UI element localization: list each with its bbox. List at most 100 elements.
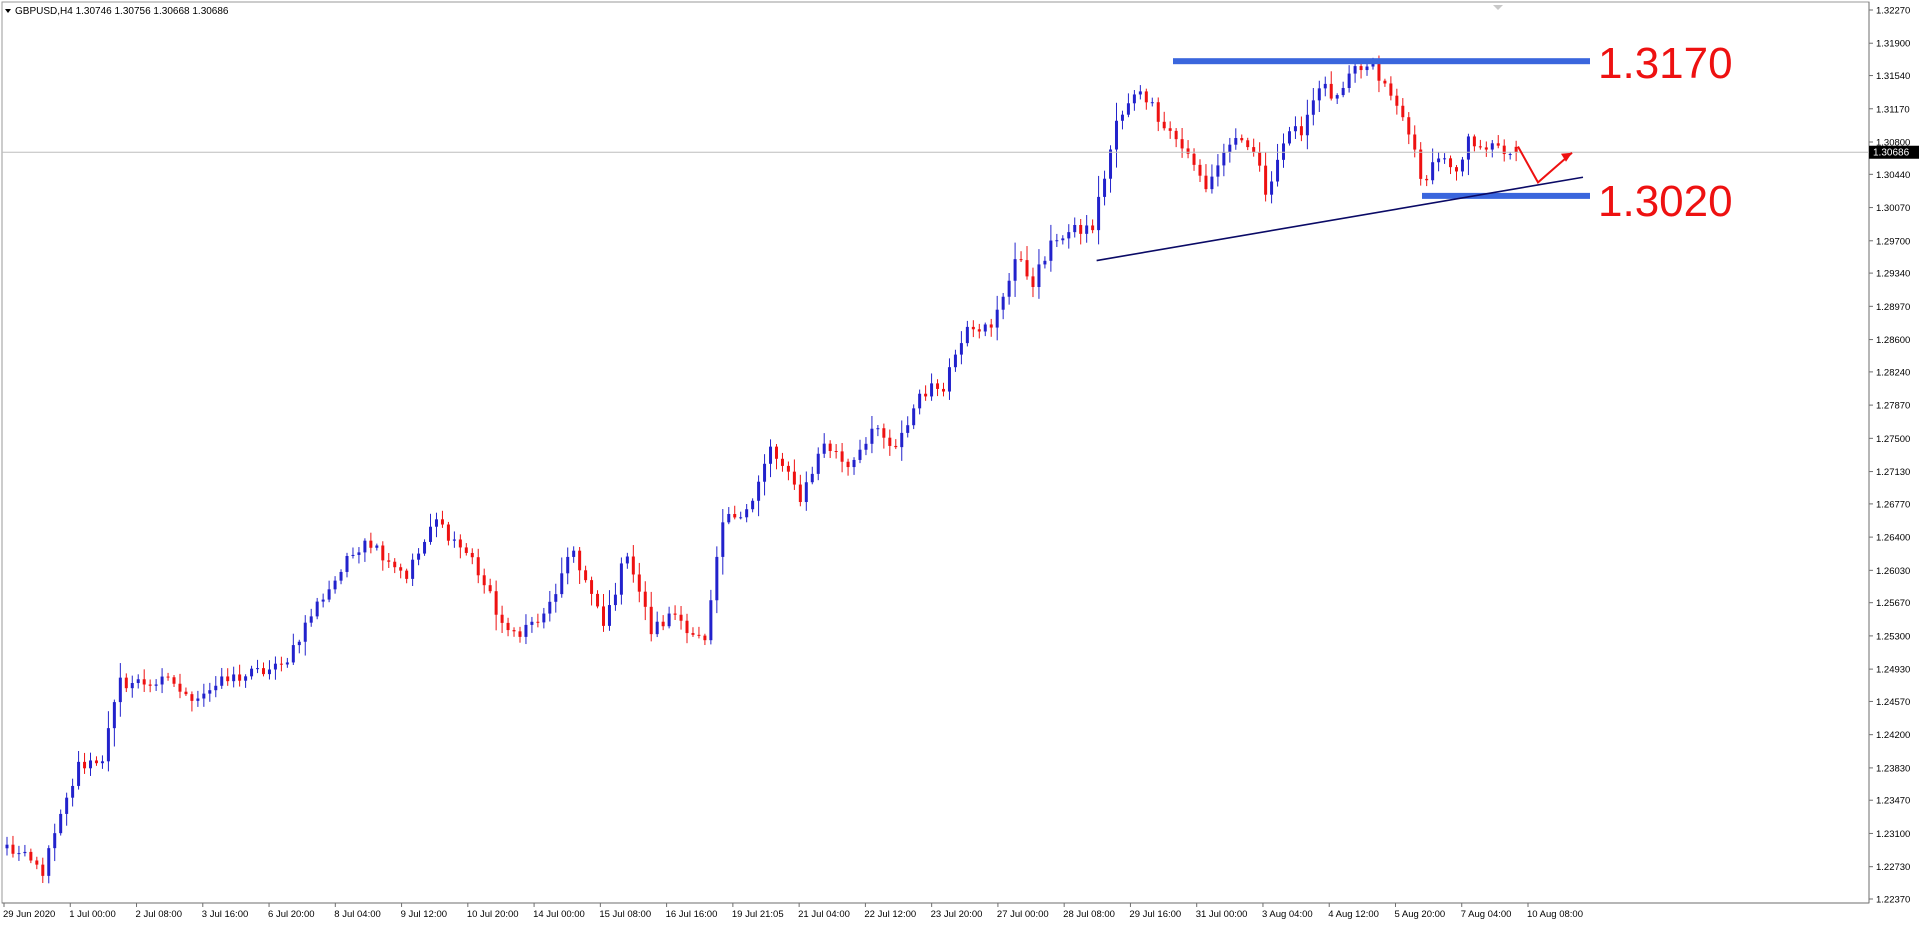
support-level-line[interactable] (1422, 192, 1590, 199)
bull-candle (1228, 144, 1232, 152)
resistance-level-line[interactable] (1173, 58, 1590, 65)
bear-candle (261, 668, 265, 675)
bear-candle (894, 445, 898, 448)
x-tick-label: 15 Jul 08:00 (599, 909, 651, 920)
bear-candle (1019, 259, 1023, 261)
y-tick-label: 1.29340 (1876, 269, 1910, 280)
bull-candle (160, 676, 164, 685)
bear-candle (1025, 260, 1029, 277)
x-tick-label: 1 Jul 00:00 (69, 909, 115, 920)
bull-candle (1222, 151, 1226, 166)
bull-candle (1073, 224, 1077, 233)
bull-candle (1437, 158, 1441, 163)
current-price-label: 1.30686 (1873, 148, 1910, 159)
resistance-label: 1.3170 (1598, 39, 1733, 88)
bear-candle (971, 326, 975, 330)
x-tick-label: 31 Jul 00:00 (1196, 909, 1248, 920)
bull-candle (613, 594, 617, 606)
bear-candle (142, 679, 146, 685)
bear-candle (35, 860, 39, 865)
bear-candle (1377, 62, 1381, 81)
y-tick-label: 1.26030 (1876, 566, 1910, 577)
bear-candle (1502, 145, 1506, 155)
bear-candle (584, 570, 588, 581)
bull-candle (1317, 88, 1321, 101)
bull-candle (810, 473, 814, 483)
y-tick-label: 1.28970 (1876, 302, 1910, 313)
ascending-trendline[interactable] (1096, 176, 1584, 262)
bear-candle (685, 620, 689, 634)
bear-candle (500, 614, 504, 623)
bull-candle (65, 797, 69, 814)
dropdown-triangle-icon[interactable] (5, 9, 11, 13)
scroll-marker-icon[interactable] (1493, 5, 1503, 10)
bear-candle (631, 556, 635, 575)
x-tick-label: 10 Jul 20:00 (467, 909, 519, 920)
bear-candle (482, 575, 486, 586)
bull-candle (303, 622, 307, 642)
bear-candle (29, 851, 33, 861)
x-tick-label: 3 Jul 16:00 (202, 909, 248, 920)
bull-candle (751, 500, 755, 510)
bull-candle (1293, 126, 1297, 132)
bear-candle (381, 545, 385, 561)
bull-candle (560, 573, 564, 595)
x-tick-label: 29 Jun 2020 (3, 909, 55, 920)
bear-candle (924, 393, 928, 397)
bear-candle (882, 428, 886, 438)
bear-candle (774, 446, 778, 459)
bull-candle (1490, 143, 1494, 150)
bull-candle (1508, 154, 1512, 156)
bull-candle (619, 563, 623, 595)
bear-candle (494, 591, 498, 615)
bear-candle (1496, 143, 1500, 146)
bull-candle (1335, 95, 1339, 99)
bull-candle (297, 641, 301, 646)
bear-candle (846, 461, 850, 468)
symbol-header: GBPUSD,H4 1.30746 1.30756 1.30668 1.3068… (5, 6, 229, 17)
bull-candle (1103, 178, 1107, 197)
bear-candle (1168, 128, 1172, 131)
x-tick-label: 3 Aug 04:00 (1262, 909, 1313, 920)
x-tick-label: 8 Jul 04:00 (334, 909, 380, 920)
bear-candle (148, 684, 152, 686)
bull-candle (1126, 103, 1130, 115)
bear-candle (11, 844, 15, 854)
bull-candle (542, 613, 546, 623)
bull-candle (1120, 114, 1124, 121)
bull-candle (852, 459, 856, 468)
bear-candle (1454, 167, 1458, 172)
y-tick-label: 1.28240 (1876, 367, 1910, 378)
y-tick-label: 1.27500 (1876, 434, 1910, 445)
bull-candle (1216, 165, 1220, 177)
bull-candle (1097, 196, 1101, 231)
bull-candle (357, 552, 361, 555)
bull-candle (112, 702, 116, 729)
bear-candle (637, 574, 641, 592)
bull-candle (1067, 232, 1071, 239)
projection-arrow[interactable] (1517, 146, 1573, 184)
bull-candle (1341, 87, 1345, 96)
y-tick-label: 1.31540 (1876, 71, 1910, 82)
bear-candle (1514, 146, 1518, 153)
bear-candle (602, 606, 605, 626)
bear-candle (942, 388, 946, 392)
bear-candle (1246, 140, 1250, 148)
bear-candle (1419, 149, 1423, 179)
bull-candle (417, 553, 421, 560)
bear-candle (1156, 102, 1160, 122)
bear-candle (1449, 158, 1453, 168)
symbol-ohlc-text: GBPUSD,H4 1.30746 1.30756 1.30668 1.3068… (15, 6, 229, 17)
bear-candle (1484, 147, 1488, 150)
bear-candle (512, 630, 516, 632)
bull-candle (100, 761, 104, 764)
bull-candle (930, 383, 934, 397)
y-tick-label: 1.27870 (1876, 401, 1910, 412)
bear-candle (1186, 148, 1190, 154)
bear-candle (1407, 117, 1411, 135)
bull-candle (900, 432, 904, 448)
bear-candle (190, 694, 194, 701)
bull-candle (858, 449, 862, 460)
